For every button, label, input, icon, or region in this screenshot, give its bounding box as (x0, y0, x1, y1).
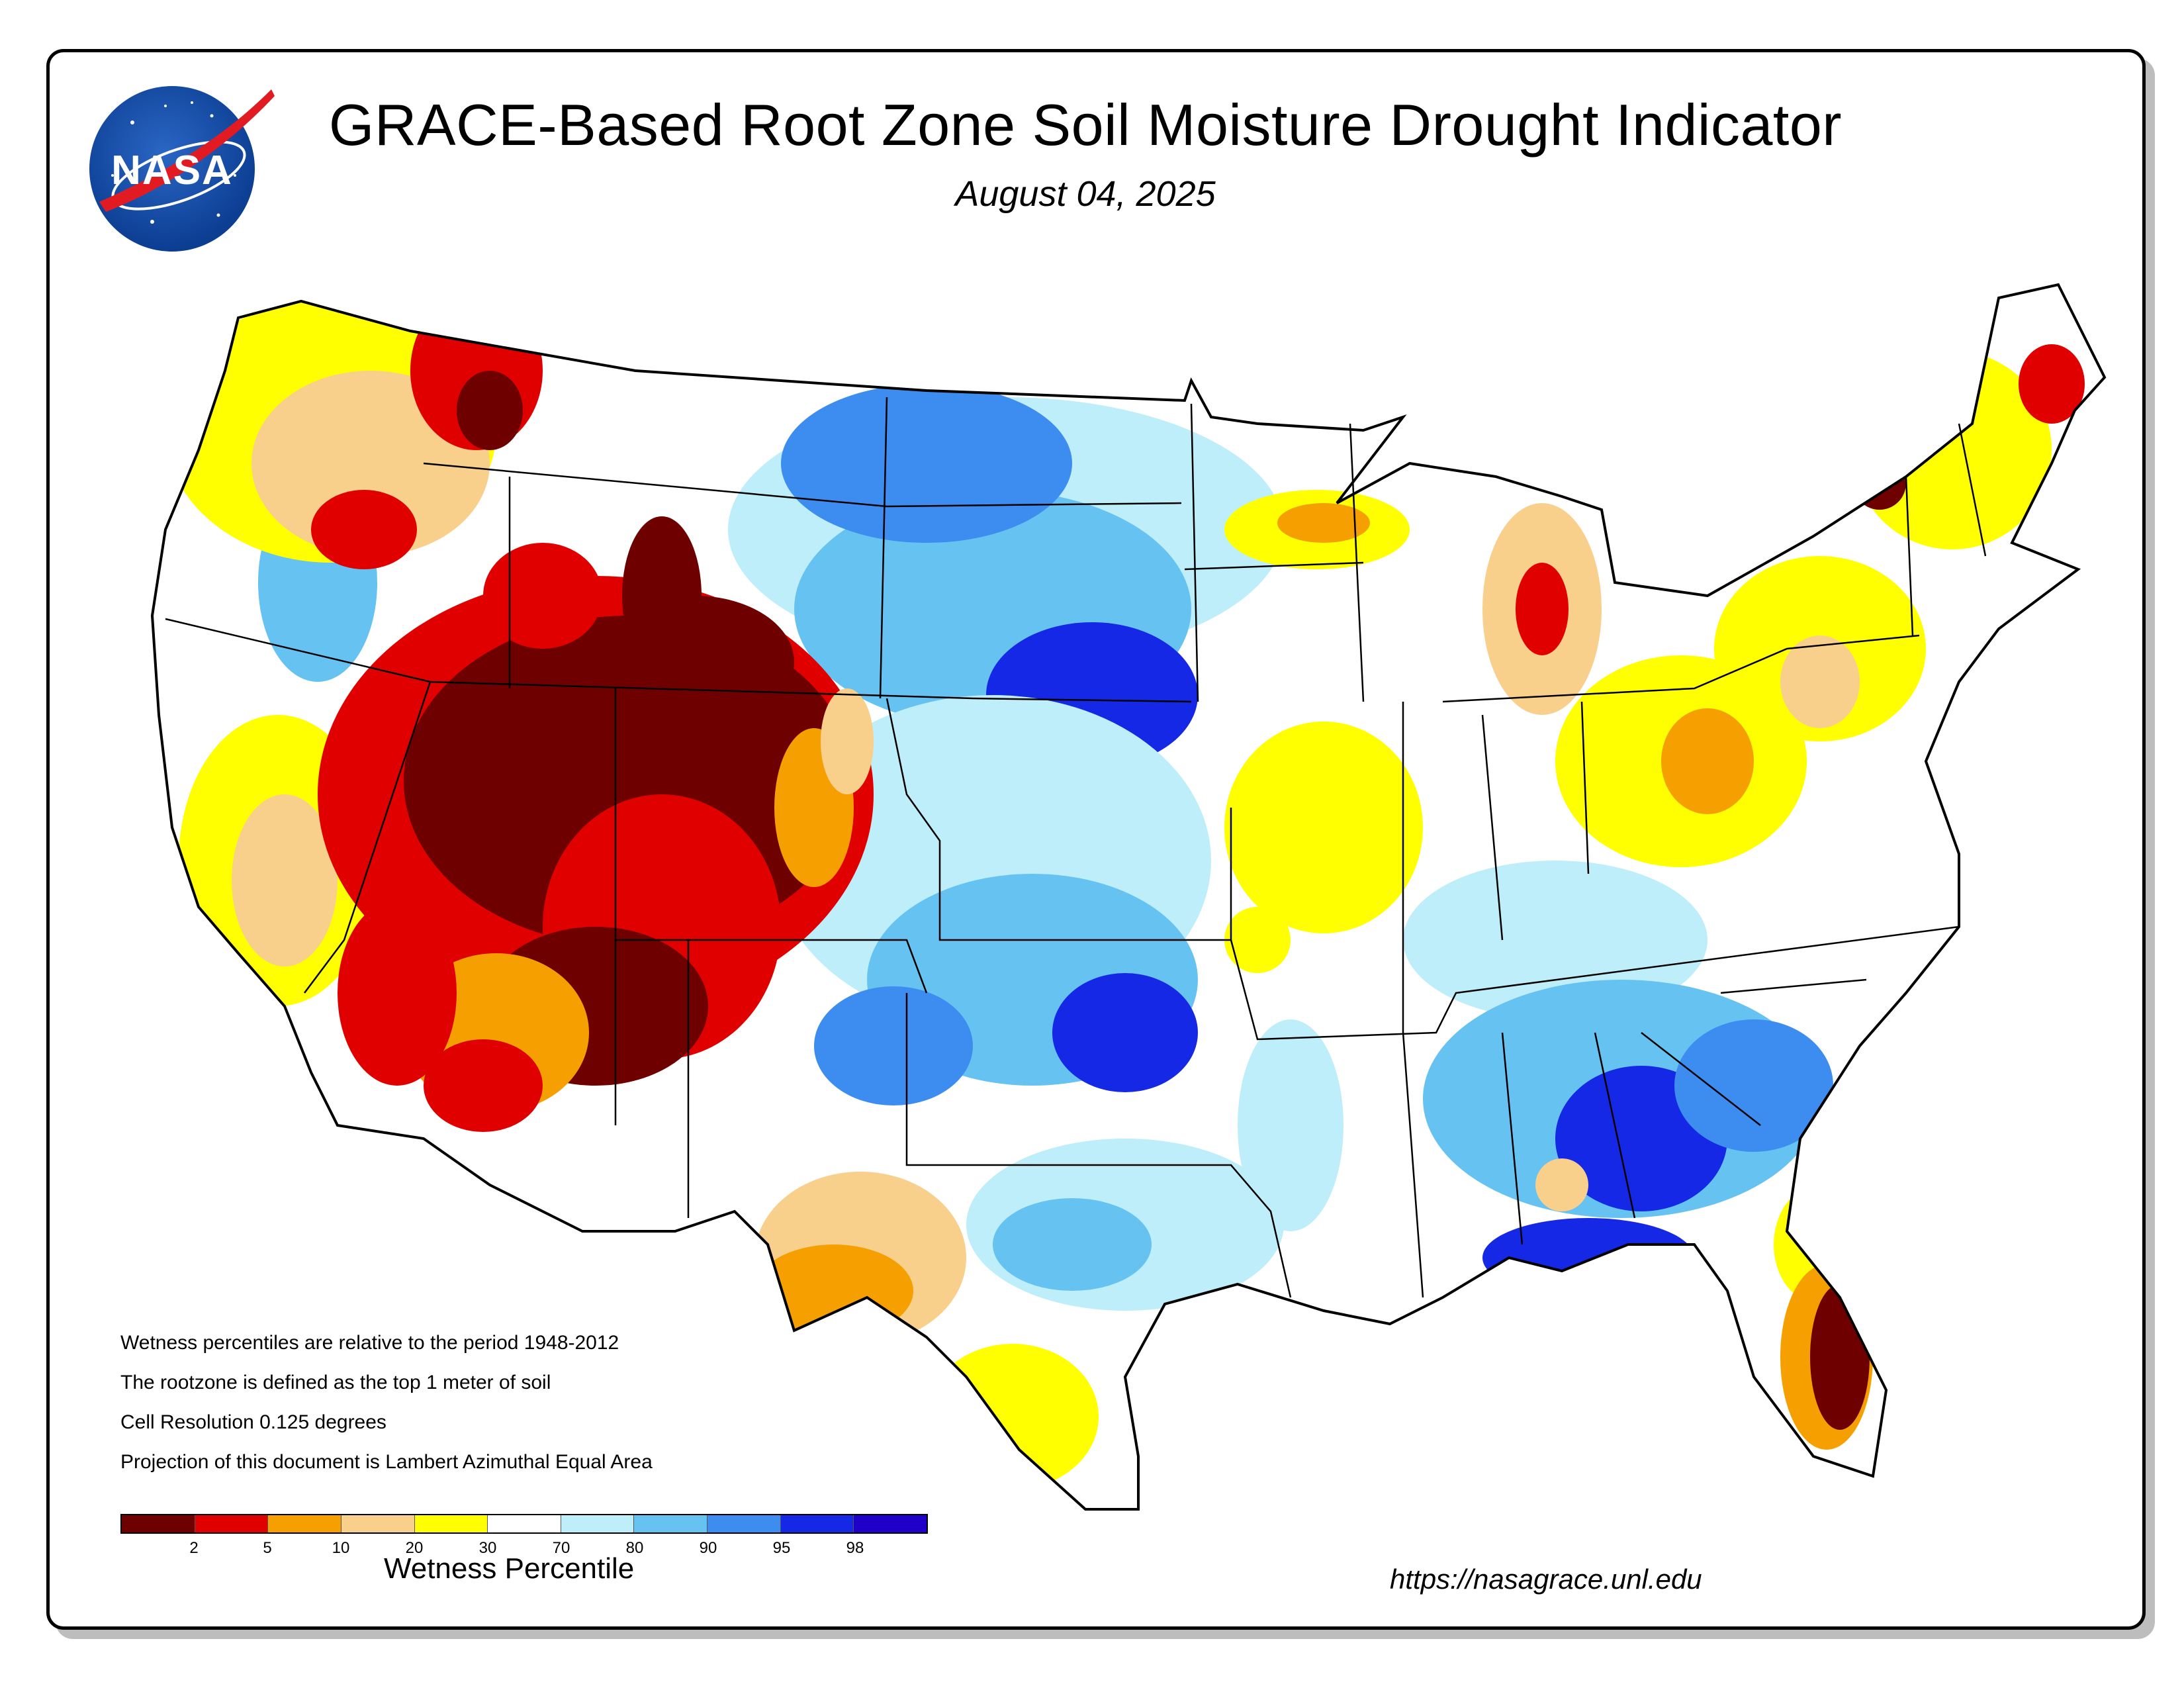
legend-swatch (268, 1515, 341, 1532)
legend-swatch (195, 1515, 269, 1532)
legend-tick: 5 (263, 1539, 272, 1557)
legend-color-bar (120, 1514, 928, 1534)
legend-tick: 2 (189, 1539, 199, 1557)
dry-areas (165, 298, 2085, 1489)
severe-drought-west (311, 291, 874, 1132)
legend-tick: 70 (552, 1539, 570, 1557)
map-title: GRACE-Based Root Zone Soil Moisture Drou… (328, 92, 1843, 158)
state-boundaries (165, 397, 1987, 1298)
legend-swatch (634, 1515, 708, 1532)
wet-areas (258, 384, 1833, 1311)
note-projection: Projection of this document is Lambert A… (120, 1451, 653, 1473)
legend-tick: 90 (699, 1539, 717, 1557)
nasa-logo-icon: NASA (89, 86, 275, 252)
legend-swatch (122, 1515, 195, 1532)
note-cell-resolution: Cell Resolution 0.125 degrees (120, 1411, 387, 1433)
legend-swatch (854, 1515, 927, 1532)
legend-tick: 80 (625, 1539, 644, 1557)
source-url: https://nasagrace.unl.edu (1390, 1564, 1702, 1595)
logo-text: NASA (111, 148, 233, 193)
legend-swatch (488, 1515, 561, 1532)
legend-tick: 95 (772, 1539, 791, 1557)
legend-title: Wetness Percentile (384, 1552, 635, 1585)
map-date: August 04, 2025 (955, 174, 1216, 214)
legend-swatch (341, 1515, 415, 1532)
legend-tick: 10 (332, 1539, 350, 1557)
note-percentile-period: Wetness percentiles are relative to the … (120, 1332, 619, 1354)
legend-swatch (561, 1515, 635, 1532)
legend-tick: 30 (478, 1539, 497, 1557)
note-rootzone-definition: The rootzone is defined as the top 1 met… (120, 1372, 551, 1393)
legend-swatch (414, 1515, 488, 1532)
legend-tick: 98 (846, 1539, 864, 1557)
legend-tick: 20 (405, 1539, 424, 1557)
legend-swatch (780, 1515, 854, 1532)
legend-swatch (707, 1515, 781, 1532)
